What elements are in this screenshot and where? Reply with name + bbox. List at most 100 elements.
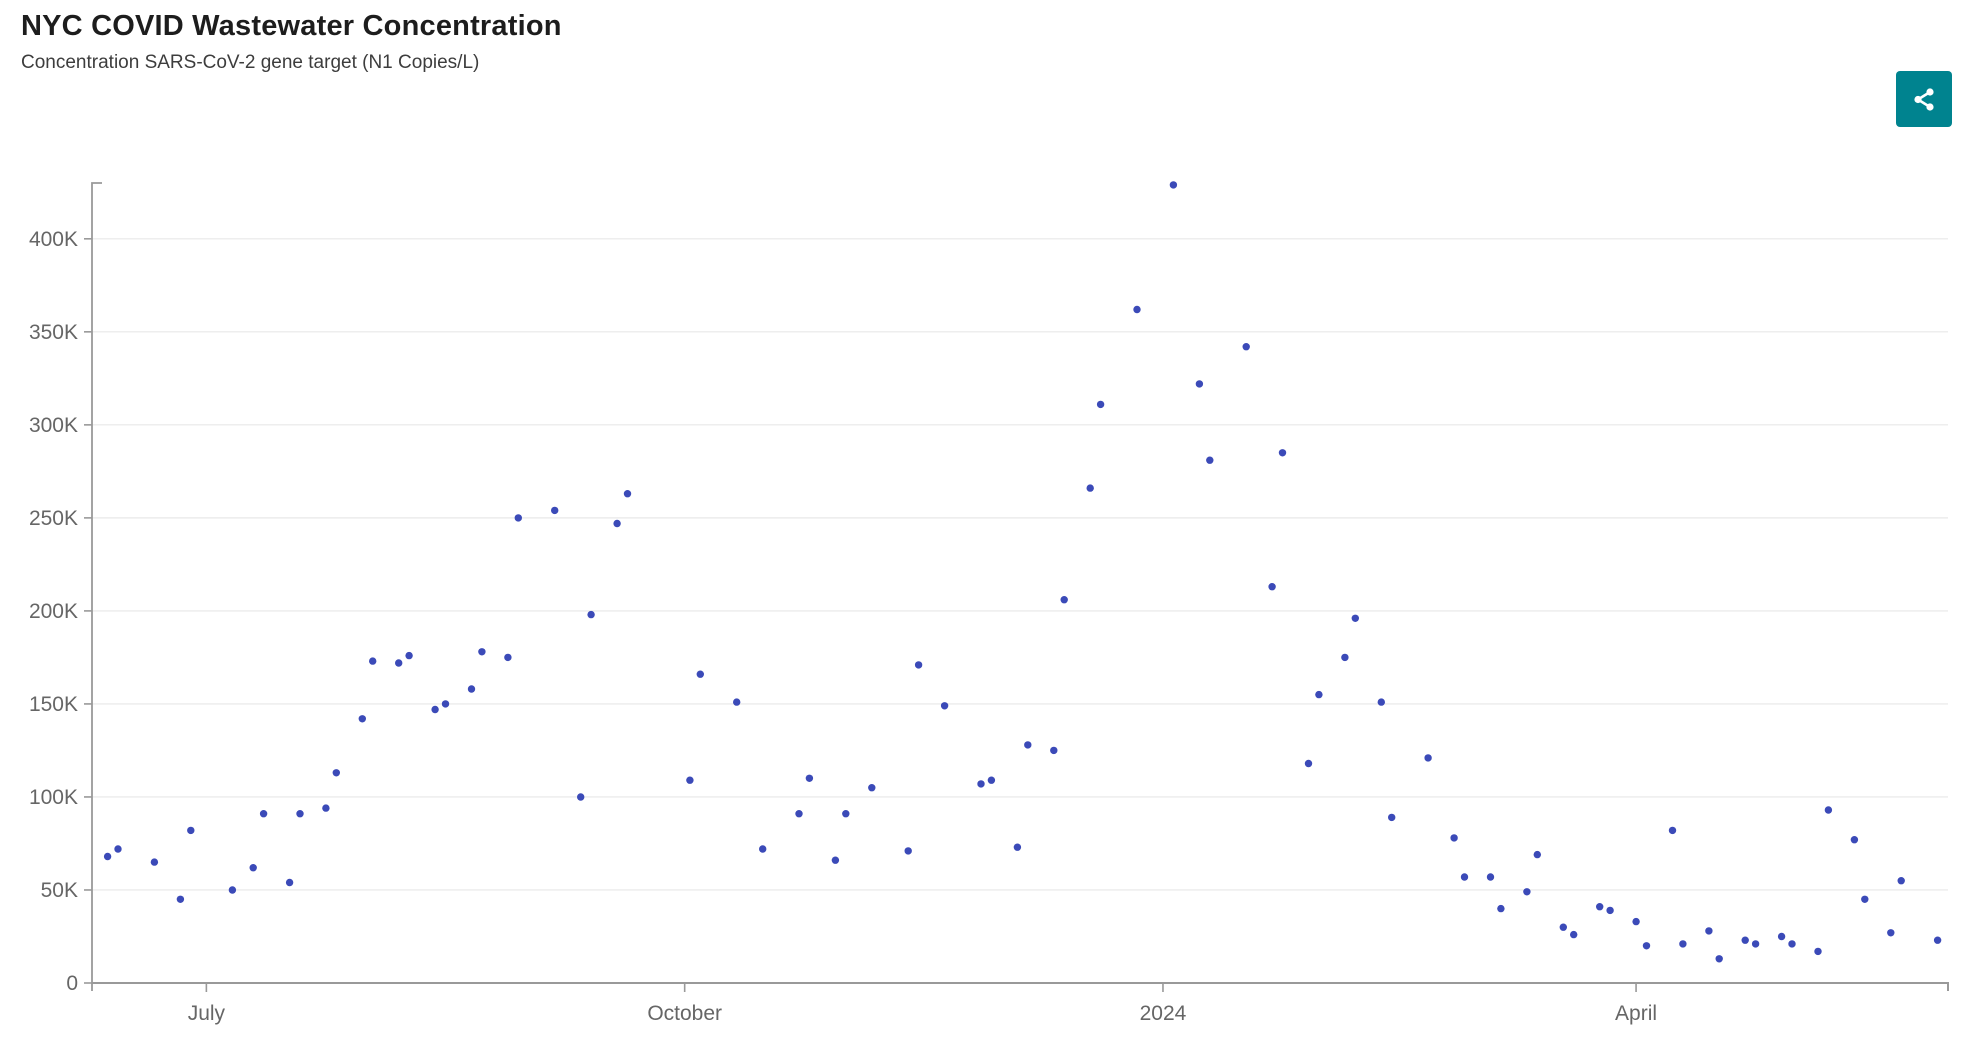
data-point[interactable]: 2023-11-06: 105,000 copies/L <box>868 784 876 792</box>
data-point[interactable]: 2024-04-17: 13,000 copies/L <box>1715 955 1723 963</box>
data-point[interactable]: 2023-09-06: 254,000 copies/L <box>551 506 559 515</box>
data-point[interactable]: 2023-09-11: 100,000 copies/L <box>577 793 585 801</box>
data-point[interactable]: 2023-12-27: 362,000 copies/L <box>1133 305 1141 314</box>
data-point[interactable]: 2024-04-24: 21,000 copies/L <box>1751 940 1760 948</box>
data-point[interactable]: 2023-06-14: 72,000 copies/L <box>114 845 122 853</box>
data-point[interactable]: 2024-02-14: 89,000 copies/L <box>1388 813 1396 822</box>
y-tick-label: 250K <box>29 507 78 530</box>
data-point[interactable]: 2023-11-01: 91,000 copies/L <box>842 810 850 818</box>
data-point[interactable]: 2024-05-20: 27,000 copies/L <box>1887 929 1895 937</box>
data-point[interactable]: 2024-04-10: 21,000 copies/L <box>1679 940 1687 948</box>
data-point[interactable]: 2023-12-13: 206,000 copies/L <box>1060 596 1068 604</box>
data-point[interactable]: 2024-03-25: 41,000 copies/L <box>1596 903 1604 911</box>
data-point[interactable]: 2024-01-08: 322,000 copies/L <box>1195 380 1204 388</box>
data-point[interactable]: 2023-10-23: 91,000 copies/L <box>795 810 803 818</box>
data-point[interactable]: 2023-11-20: 149,000 copies/L <box>940 702 949 710</box>
share-button[interactable] <box>1896 71 1952 127</box>
data-point[interactable]: 2023-08-09: 176,000 copies/L <box>405 651 413 660</box>
data-point[interactable]: 2023-08-30: 250,000 copies/L <box>514 514 522 522</box>
data-point[interactable]: 2024-05-08: 93,000 copies/L <box>1824 806 1833 814</box>
data-point[interactable]: 2023-07-10: 62,000 copies/L <box>249 864 257 872</box>
data-point[interactable]: 2023-06-28: 82,000 copies/L <box>187 826 195 835</box>
data-point[interactable]: 2024-03-20: 26,000 copies/L <box>1570 930 1578 939</box>
data-point[interactable]: 2023-11-29: 109,000 copies/L <box>987 776 996 784</box>
data-point[interactable]: 2023-09-20: 263,000 copies/L <box>623 490 632 498</box>
data-point[interactable]: 2023-06-12: 68,000 copies/L <box>103 852 112 861</box>
data-point[interactable]: 2023-10-25: 110,000 copies/L <box>805 774 814 782</box>
data-point[interactable]: 2023-11-15: 171,000 copies/L <box>914 661 923 669</box>
data-point[interactable]: 2024-04-29: 25,000 copies/L <box>1777 932 1786 941</box>
data-point[interactable]: 2024-04-08: 82,000 copies/L <box>1668 826 1677 835</box>
data-point[interactable]: 2023-08-02: 173,000 copies/L <box>369 657 377 665</box>
data-point[interactable]: 2024-01-03: 429,000 copies/L <box>1169 181 1178 189</box>
data-point[interactable]: 2023-08-14: 147,000 copies/L <box>431 705 439 714</box>
data-point[interactable]: 2023-12-04: 73,000 copies/L <box>1013 843 1022 851</box>
data-point[interactable]: 2024-03-13: 69,000 copies/L <box>1533 850 1542 859</box>
data-point[interactable]: 2024-03-18: 30,000 copies/L <box>1559 923 1568 931</box>
data-point[interactable]: 2023-11-27: 107,000 copies/L <box>977 780 985 788</box>
y-tick-label: 50K <box>41 879 78 902</box>
data-point[interactable]: 2023-07-31: 142,000 copies/L <box>358 715 366 723</box>
data-point[interactable]: 2024-01-10: 281,000 copies/L <box>1206 456 1214 464</box>
data-point[interactable]: 2024-04-01: 33,000 copies/L <box>1632 917 1640 926</box>
data-point[interactable]: 2024-05-29: 23,000 copies/L <box>1933 936 1942 944</box>
data-point[interactable]: 2023-10-30: 66,000 copies/L <box>831 856 840 864</box>
data-point[interactable]: 2023-08-21: 158,000 copies/L <box>467 685 476 693</box>
data-point[interactable]: 2024-04-03: 20,000 copies/L <box>1642 942 1651 950</box>
data-point[interactable]: 2024-04-15: 28,000 copies/L <box>1705 927 1713 935</box>
data-point[interactable]: 2024-04-22: 23,000 copies/L <box>1741 936 1749 944</box>
y-tick-label: 400K <box>29 228 78 251</box>
share-icon <box>1914 88 1934 111</box>
data-point[interactable]: 2023-07-06: 50,000 copies/L <box>228 886 237 894</box>
data-point[interactable]: 2024-01-24: 285,000 copies/L <box>1278 449 1287 457</box>
data-point[interactable]: 2024-03-04: 57,000 copies/L <box>1486 873 1495 881</box>
data-point[interactable]: 2024-03-06: 40,000 copies/L <box>1497 904 1505 913</box>
y-tick-label: 350K <box>29 321 78 344</box>
y-tick-label: 100K <box>29 786 78 809</box>
y-tick-label: 200K <box>29 600 78 623</box>
data-point[interactable]: 2023-07-12: 91,000 copies/L <box>259 810 268 818</box>
data-point[interactable]: 2024-01-17: 342,000 copies/L <box>1242 343 1250 351</box>
data-point[interactable]: 2024-03-11: 49,000 copies/L <box>1523 888 1531 896</box>
data-point[interactable]: 2023-10-04: 166,000 copies/L <box>696 670 704 678</box>
data-point[interactable]: 2024-05-13: 77,000 copies/L <box>1850 836 1859 844</box>
data-point[interactable]: 2024-02-28: 57,000 copies/L <box>1460 873 1469 881</box>
data-point[interactable]: 2024-05-01: 21,000 copies/L <box>1788 940 1796 948</box>
data-point[interactable]: 2024-05-15: 45,000 copies/L <box>1861 895 1869 903</box>
data-point[interactable]: 2024-05-06: 17,000 copies/L <box>1814 947 1822 956</box>
data-point[interactable]: 2023-12-20: 311,000 copies/L <box>1096 400 1105 409</box>
data-point[interactable]: 2023-12-06: 128,000 copies/L <box>1024 741 1032 749</box>
data-point[interactable]: 2023-09-13: 198,000 copies/L <box>587 610 595 619</box>
data-point[interactable]: 2023-08-23: 178,000 copies/L <box>478 648 486 656</box>
data-point[interactable]: 2023-10-02: 109,000 copies/L <box>686 776 694 784</box>
data-point[interactable]: 2024-02-05: 175,000 copies/L <box>1341 653 1349 662</box>
data-point[interactable]: 2023-06-26: 45,000 copies/L <box>176 895 185 903</box>
data-point[interactable]: 2024-05-22: 55,000 copies/L <box>1897 877 1905 885</box>
data-point[interactable]: 2023-11-13: 71,000 copies/L <box>904 847 912 855</box>
data-point[interactable]: 2024-02-21: 121,000 copies/L <box>1424 754 1432 762</box>
data-point[interactable]: 2024-02-12: 151,000 copies/L <box>1377 698 1386 706</box>
data-point[interactable]: 2023-12-18: 266,000 copies/L <box>1086 484 1094 492</box>
x-tick-label: April <box>1615 1002 1657 1025</box>
data-point[interactable]: 2023-08-16: 150,000 copies/L <box>441 700 450 708</box>
data-point[interactable]: 2024-03-27: 39,000 copies/L <box>1606 906 1614 915</box>
data-point[interactable]: 2023-07-17: 54,000 copies/L <box>285 878 294 887</box>
data-point[interactable]: 2023-07-24: 94,000 copies/L <box>322 804 330 812</box>
data-point[interactable]: 2023-08-28: 175,000 copies/L <box>504 653 512 662</box>
data-point[interactable]: 2024-02-26: 78,000 copies/L <box>1450 834 1458 842</box>
data-point[interactable]: 2024-01-31: 155,000 copies/L <box>1315 690 1323 699</box>
data-point[interactable]: 2023-12-11: 125,000 copies/L <box>1050 746 1058 755</box>
data-point[interactable]: 2024-02-07: 196,000 copies/L <box>1351 614 1360 622</box>
data-point[interactable]: 2023-08-07: 172,000 copies/L <box>395 659 403 667</box>
data-point[interactable]: 2023-06-21: 65,000 copies/L <box>150 858 159 866</box>
data-point[interactable]: 2023-09-18: 247,000 copies/L <box>613 519 621 528</box>
chart-subtitle: Concentration SARS-CoV-2 gene target (N1… <box>21 52 480 73</box>
y-axis-line <box>91 182 102 991</box>
data-point[interactable]: 2024-01-29: 118,000 copies/L <box>1304 759 1313 768</box>
data-point[interactable]: 2023-07-19: 91,000 copies/L <box>296 810 304 818</box>
data-point[interactable]: 2023-10-11: 151,000 copies/L <box>733 698 741 706</box>
data-point[interactable]: 2023-07-26: 113,000 copies/L <box>332 769 340 777</box>
data-point[interactable]: 2023-10-16: 72,000 copies/L <box>759 845 767 853</box>
data-point[interactable]: 2024-01-22: 213,000 copies/L <box>1268 583 1276 591</box>
